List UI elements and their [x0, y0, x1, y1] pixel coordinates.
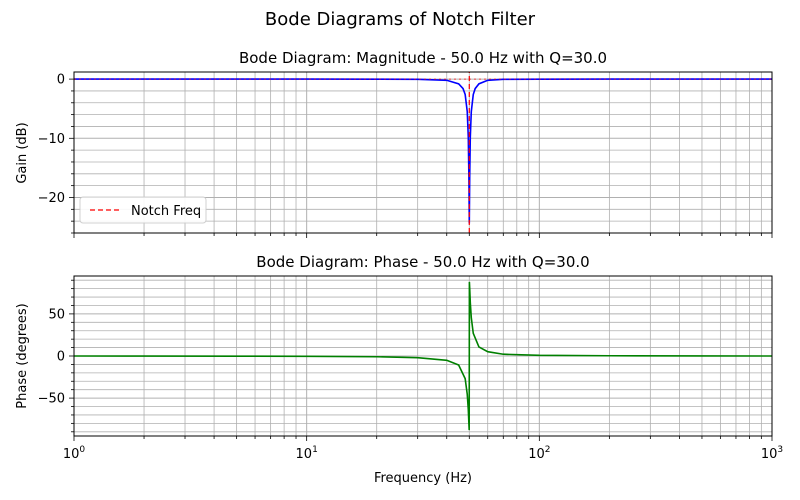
y-tick-label: 0: [57, 73, 65, 88]
figure-suptitle: Bode Diagrams of Notch Filter: [265, 9, 536, 30]
x-tick-label: 103: [761, 445, 783, 462]
phase-xlabel: Frequency (Hz): [374, 471, 472, 486]
legend: Notch Freq: [79, 196, 207, 224]
y-tick-label: −10: [38, 132, 65, 147]
phase-ylabel: Phase (degrees): [15, 303, 30, 408]
axes-frame: [73, 71, 773, 234]
magnitude-title: Bode Diagram: Magnitude - 50.0 Hz with Q…: [239, 49, 607, 67]
legend-label: Notch Freq: [131, 204, 201, 219]
y-tick-label: 50: [48, 307, 65, 322]
series-group: [74, 281, 772, 431]
x-tick-label: 102: [528, 445, 550, 462]
series-group: [74, 72, 772, 233]
magnitude-panel: Bode Diagram: Magnitude - 50.0 Hz with Q…: [15, 49, 773, 238]
axes-frame: [73, 275, 773, 437]
ticks: 0 −10 −20: [38, 73, 773, 238]
y-tick-label: −50: [38, 392, 65, 407]
y-tick-label: −20: [38, 191, 65, 206]
y-tick-label: 0: [57, 350, 65, 365]
series-line: [74, 281, 772, 431]
x-tick-label: 101: [296, 445, 318, 462]
phase-title: Bode Diagram: Phase - 50.0 Hz with Q=30.…: [256, 253, 589, 271]
ticks: 50 0 −50 100 101 102 103: [38, 279, 783, 462]
magnitude-ylabel: Gain (dB): [15, 122, 30, 183]
x-tick-label: 100: [63, 445, 86, 462]
phase-panel: Bode Diagram: Phase - 50.0 Hz with Q=30.…: [15, 253, 783, 486]
legend-box: [79, 196, 207, 224]
